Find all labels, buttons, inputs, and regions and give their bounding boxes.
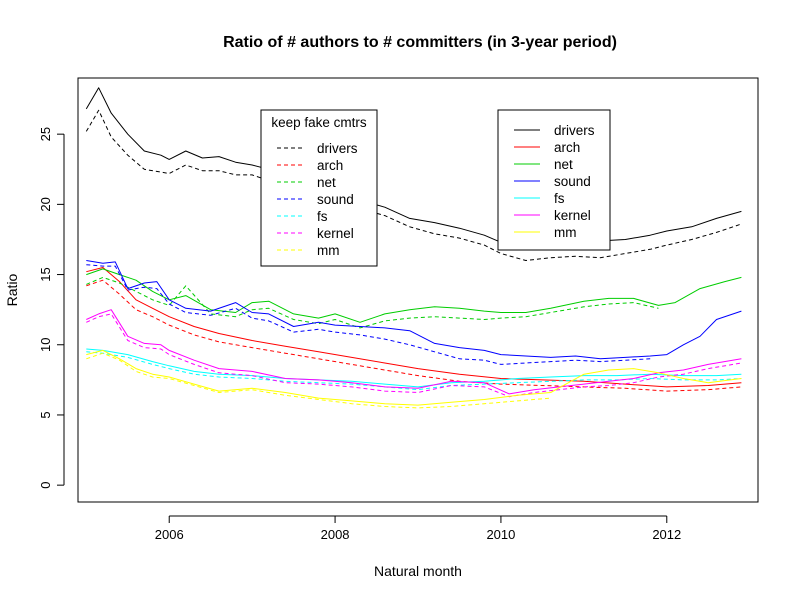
legend-layer: keep fake cmtrs drivers arch net sound fs kern… (260, 109, 611, 267)
series-drivers-solid-line (85, 87, 742, 247)
series-arch-dashed-line (86, 279, 742, 392)
legend-label-kernel: kernel (554, 208, 591, 223)
legend-label-fs: fs (317, 209, 328, 224)
y-tick-label-25: 25 (38, 127, 53, 141)
legend-label-sound: sound (317, 192, 354, 207)
legend-solid: drivers arch net sound fs kernel mm (497, 109, 611, 251)
series-arch-solid-line (86, 267, 742, 388)
series-sound-solid-line (86, 260, 742, 360)
legend-label-drivers: drivers (554, 123, 595, 138)
legend-label-net: net (554, 157, 573, 172)
legend-box (260, 109, 378, 267)
series-net-solid-line (86, 268, 742, 323)
series-layer (85, 87, 742, 409)
series-fs-solid-line (86, 348, 742, 388)
series-mm-dashed-line (86, 352, 551, 409)
legend-label-sound: sound (554, 174, 591, 189)
y-axis-label: Ratio (4, 273, 20, 306)
legend-dashed: keep fake cmtrs drivers arch net sound fs kern… (260, 109, 378, 267)
legend-box (497, 109, 611, 251)
y-tick-label-15: 15 (38, 267, 53, 281)
legend-label-mm: mm (554, 225, 577, 240)
x-tick-label-2012: 2012 (652, 527, 681, 542)
legend-title: keep fake cmtrs (271, 115, 367, 130)
series-drivers-dashed-line (85, 109, 742, 261)
legend-label-arch: arch (554, 140, 580, 155)
axis-layer: 2006 2008 2010 2012 0 5 10 15 20 25 (38, 127, 681, 542)
series-kernel-dashed-line (86, 313, 742, 398)
series-net-dashed-line (86, 276, 659, 329)
y-tick-label-20: 20 (38, 197, 53, 211)
y-tick-label-0: 0 (38, 482, 53, 489)
chart-title: Ratio of # authors to # committers (in 3… (223, 34, 617, 51)
legend-label-arch: arch (317, 158, 343, 173)
series-sound-dashed-line (86, 264, 651, 365)
series-mm-solid-line (86, 349, 742, 406)
legend-label-mm: mm (317, 243, 340, 258)
plot-frame (77, 77, 759, 503)
legend-label-drivers: drivers (317, 141, 358, 156)
x-axis-label: Natural month (374, 563, 462, 579)
series-fs-dashed-line (86, 351, 742, 391)
x-tick-label-2008: 2008 (321, 527, 350, 542)
legend-label-kernel: kernel (317, 226, 354, 241)
legend-label-fs: fs (554, 191, 565, 206)
legend-label-net: net (317, 175, 336, 190)
y-tick-label-5: 5 (38, 411, 53, 418)
x-tick-label-2006: 2006 (155, 527, 184, 542)
series-kernel-solid-line (86, 309, 742, 395)
y-tick-label-10: 10 (38, 338, 53, 352)
x-tick-label-2010: 2010 (486, 527, 515, 542)
